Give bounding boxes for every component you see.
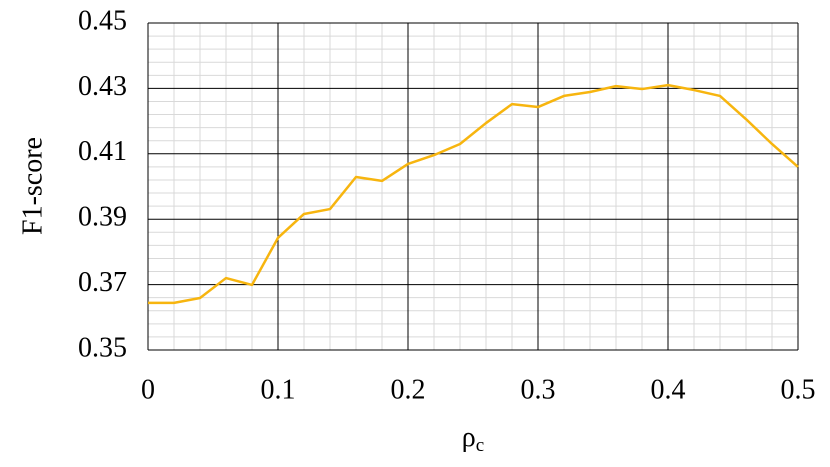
y-tick-label: 0.37 <box>78 267 127 298</box>
x-tick-label: 0.5 <box>781 374 816 405</box>
y-axis-label: F1-score <box>17 137 48 235</box>
x-axis-label: ρc <box>462 422 484 456</box>
x-axis-label-base: ρ <box>462 422 476 453</box>
y-tick-label: 0.41 <box>78 136 127 167</box>
y-tick-label: 0.39 <box>78 202 127 233</box>
y-tick-label: 0.45 <box>78 5 127 36</box>
x-tick-label: 0.4 <box>651 374 686 405</box>
x-tick-label: 0 <box>141 374 155 405</box>
x-tick-label: 0.2 <box>391 374 426 405</box>
y-tick-label: 0.43 <box>78 71 127 102</box>
y-tick-label: 0.35 <box>78 332 127 363</box>
x-axis-label-subscript: c <box>476 435 484 456</box>
x-tick-label: 0.3 <box>521 374 556 405</box>
x-tick-label: 0.1 <box>261 374 296 405</box>
data-line <box>148 83 799 305</box>
